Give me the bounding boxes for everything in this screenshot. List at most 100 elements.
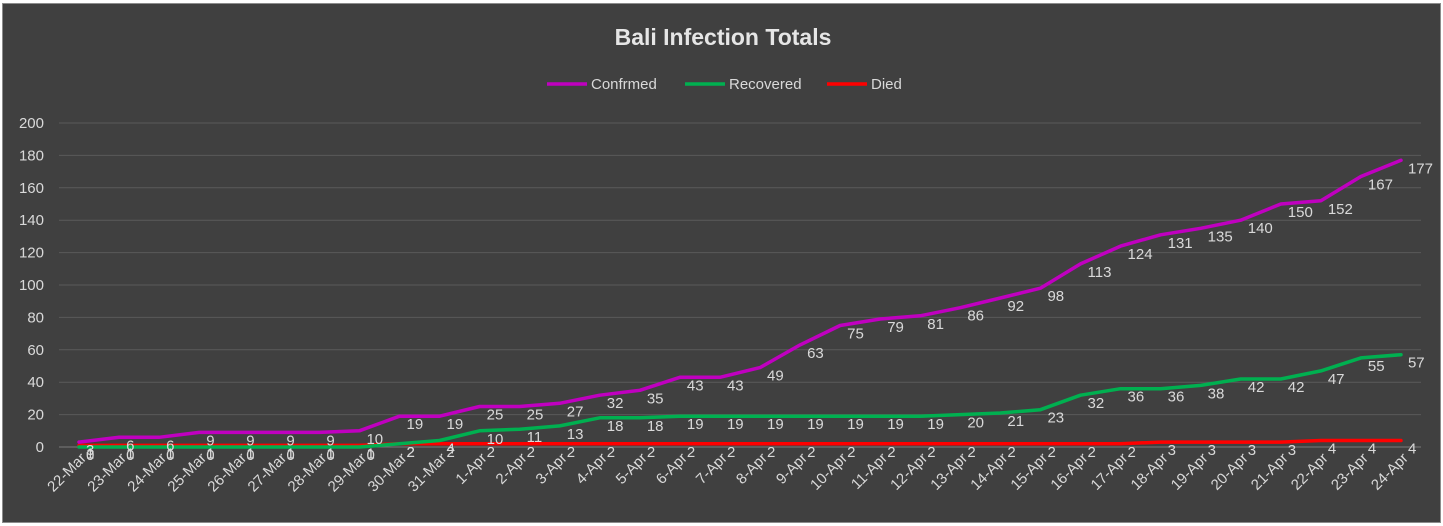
data-label: 3	[1248, 442, 1256, 459]
data-label: 11	[527, 429, 543, 446]
y-tick-label: 0	[36, 439, 44, 456]
data-label: 19	[927, 416, 944, 433]
data-label: 81	[927, 316, 944, 333]
legend-label: Confrmed	[591, 76, 657, 93]
data-label: 10	[366, 431, 383, 448]
data-label: 9	[246, 432, 254, 449]
data-label: 1	[326, 445, 334, 462]
data-label: 3	[1208, 442, 1216, 459]
data-label: 124	[1128, 246, 1153, 263]
data-label: 6	[166, 437, 174, 454]
data-label: 1	[206, 445, 214, 462]
data-label: 131	[1168, 235, 1193, 252]
data-label: 32	[607, 395, 624, 412]
data-label: 2	[527, 444, 535, 461]
data-label: 9	[326, 432, 334, 449]
x-tick-label: 4-Apr	[573, 450, 611, 488]
data-label: 2	[687, 444, 695, 461]
y-tick-label: 60	[27, 342, 44, 359]
data-label: 2	[1088, 444, 1096, 461]
data-label: 55	[1368, 358, 1385, 375]
legend-label: Died	[871, 76, 902, 93]
data-label: 25	[527, 407, 544, 424]
data-label: 19	[767, 416, 784, 433]
data-label: 43	[727, 377, 744, 394]
data-label: 2	[487, 444, 495, 461]
data-label: 42	[1288, 379, 1305, 396]
data-label: 36	[1168, 389, 1185, 406]
data-label: 2	[1007, 444, 1015, 461]
series-line	[77, 352, 1403, 449]
data-label: 4	[1328, 441, 1336, 458]
data-label: 47	[1328, 371, 1345, 388]
x-tick-label: 6-Apr	[653, 450, 691, 488]
data-label: 1	[366, 445, 374, 462]
x-tick-label: 1-Apr	[452, 450, 490, 488]
data-label: 0	[206, 447, 214, 464]
chart-area: Bali Infection Totals Confrmed Recovered D…	[2, 3, 1441, 523]
data-label: 2	[887, 444, 895, 461]
x-tick-label: 2-Apr	[493, 450, 531, 488]
y-tick-label: 160	[19, 180, 44, 197]
x-tick-label: 5-Apr	[613, 450, 651, 488]
data-label: 0	[366, 447, 374, 464]
data-label: 2	[647, 444, 655, 461]
data-label: 3	[1168, 442, 1176, 459]
y-tick-label: 200	[19, 115, 44, 132]
data-label: 2	[967, 444, 975, 461]
data-label: 20	[967, 415, 984, 432]
data-label: 2	[1047, 444, 1055, 461]
data-label: 1	[126, 445, 134, 462]
data-label: 25	[487, 407, 504, 424]
series-lines	[77, 158, 1403, 449]
data-label: 86	[967, 308, 984, 325]
data-label: 2	[607, 444, 615, 461]
data-label: 9	[206, 432, 214, 449]
data-label: 1	[246, 445, 254, 462]
data-label: 1	[286, 445, 294, 462]
data-label: 79	[887, 319, 904, 336]
data-label: 150	[1288, 204, 1313, 221]
data-label: 18	[647, 418, 664, 435]
data-label: 4	[1408, 441, 1416, 458]
data-label: 13	[567, 426, 584, 443]
data-label: 2	[407, 444, 415, 461]
data-label: 140	[1248, 220, 1273, 237]
y-tick-label: 120	[19, 245, 44, 262]
data-label: 0	[246, 447, 254, 464]
data-label: 18	[607, 418, 624, 435]
data-label: 4	[447, 441, 455, 458]
data-label: 0	[126, 447, 134, 464]
data-label: 19	[847, 416, 864, 433]
data-label: 6	[126, 437, 134, 454]
line-chart: Bali Infection Totals Confrmed Recovered D…	[19, 24, 1433, 495]
x-tick-label: 9-Apr	[773, 450, 811, 488]
data-label: 4	[1368, 441, 1376, 458]
data-label: 19	[687, 416, 704, 433]
data-label: 27	[567, 403, 584, 420]
legend-label: Recovered	[729, 76, 802, 93]
data-label: 2	[767, 444, 775, 461]
x-tick-label: 8-Apr	[733, 450, 771, 488]
data-label: 2	[407, 444, 415, 461]
data-label: 1	[166, 445, 174, 462]
series-line	[77, 158, 1403, 444]
y-tick-label: 100	[19, 277, 44, 294]
data-label: 19	[407, 416, 424, 433]
data-label: 32	[1088, 395, 1105, 412]
data-label: 2	[727, 444, 735, 461]
data-label: 49	[767, 368, 784, 385]
data-label: 75	[847, 326, 864, 343]
data-label: 19	[807, 416, 824, 433]
chart-title: Bali Infection Totals	[615, 24, 832, 50]
data-label: 0	[166, 447, 174, 464]
data-label: 2	[927, 444, 935, 461]
series-line	[77, 438, 1403, 448]
data-label: 92	[1007, 298, 1024, 315]
data-label: 2	[1128, 444, 1136, 461]
y-tick-label: 20	[27, 407, 44, 424]
data-label: 113	[1088, 264, 1112, 281]
data-label: 23	[1047, 410, 1064, 427]
data-label: 2	[847, 444, 855, 461]
